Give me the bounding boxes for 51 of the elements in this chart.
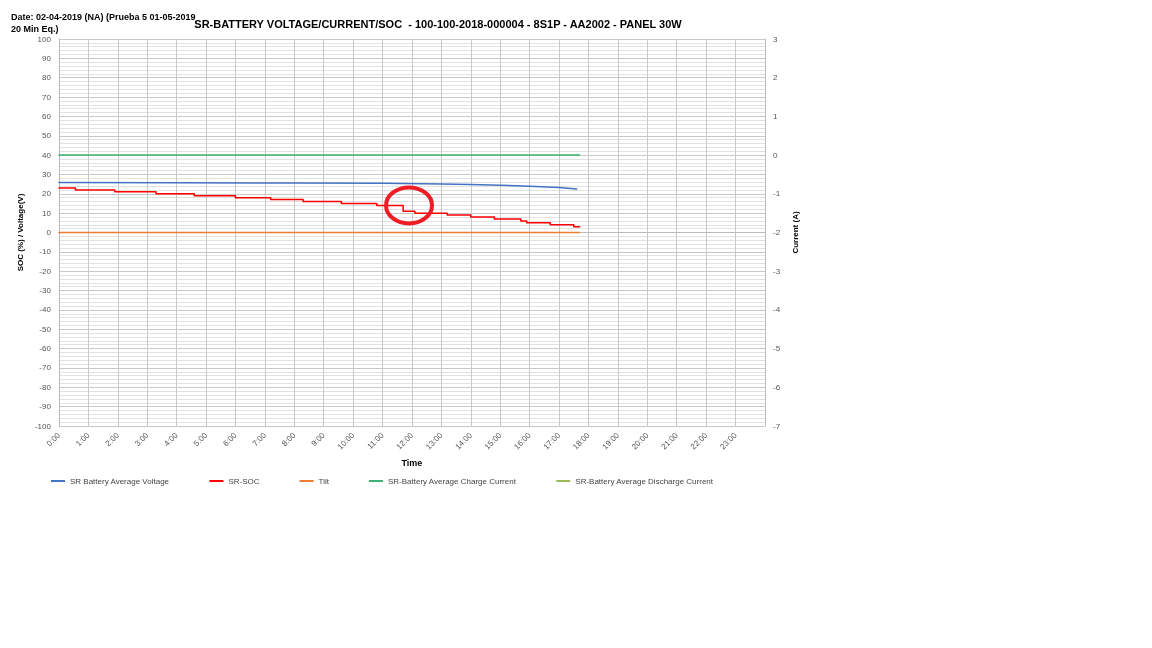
y-tick-label: 80 — [42, 73, 52, 83]
y2-tick-label: 3 — [773, 34, 778, 44]
y-tick-label: -50 — [39, 324, 52, 334]
y-tick-label: 60 — [42, 111, 52, 121]
y-tick-label: -40 — [39, 305, 52, 315]
y2-tick-label: -2 — [773, 228, 781, 237]
x-tick-label: 1:00 — [74, 430, 92, 449]
y2-tick-label: -7 — [773, 421, 781, 431]
y-tick-label: -30 — [39, 286, 52, 296]
y2-tick-label: -4 — [773, 305, 781, 315]
x-tick-label: 3:00 — [133, 430, 151, 449]
y-tick-label: -90 — [39, 402, 52, 412]
y2-tick-label: 2 — [773, 73, 778, 83]
x-tick-label: 7:00 — [250, 430, 269, 449]
y-tick-label: -10 — [39, 247, 52, 257]
legend-label: Tilt — [318, 476, 330, 486]
y-tick-label: 100 — [37, 34, 52, 44]
y-tick-label: -80 — [39, 382, 52, 392]
legend-label: SR-Battery Average Charge Current — [387, 476, 517, 486]
y-tick-label: -60 — [39, 344, 52, 354]
y2-tick-label: -1 — [773, 189, 781, 199]
y-tick-label: -70 — [39, 363, 52, 373]
y-axis-title: SOC (%) / Voltage(V) — [15, 193, 25, 272]
y-tick-label: 90 — [42, 53, 52, 63]
legend-label: SR Battery Average Voltage — [70, 476, 170, 486]
x-tick-label: 4:00 — [162, 430, 181, 449]
y-tick-label: 20 — [42, 189, 52, 199]
y2-tick-label: 0 — [773, 150, 778, 160]
legend-label: SR-Battery Average Discharge Current — [575, 476, 714, 486]
x-tick-label: 0:00 — [44, 430, 63, 449]
x-tick-label: 9:00 — [309, 430, 328, 449]
chart-title: SR-BATTERY VOLTAGE/CURRENT/SOC - 100-100-2018-000004 - 8S1P - AA2002 - PANEL 30W — [194, 17, 683, 30]
y2-tick-label: 1 — [773, 111, 778, 121]
x-tick-label: 8:00 — [280, 430, 298, 449]
y-tick-label: 70 — [42, 92, 52, 102]
x-tick-label: 5:00 — [191, 430, 210, 449]
y-tick-label: -20 — [39, 266, 52, 276]
y2-tick-label: -3 — [773, 266, 781, 276]
y-tick-label: 0 — [46, 228, 52, 237]
y-tick-label: 50 — [42, 131, 52, 141]
y-tick-label: 40 — [42, 150, 52, 160]
y-tick-label: -100 — [34, 421, 52, 431]
y-tick-label: 10 — [42, 208, 52, 218]
y-tick-label: 30 — [42, 169, 52, 179]
x-tick-label: 6:00 — [221, 430, 240, 449]
y2-tick-label: -5 — [773, 344, 781, 354]
x-axis-title: Time — [401, 457, 423, 468]
line-series — [58, 181, 578, 190]
y2-axis-title: Current (A) — [790, 211, 800, 254]
legend-label: SR-SOC — [228, 476, 260, 486]
y2-tick-label: -6 — [773, 382, 781, 392]
